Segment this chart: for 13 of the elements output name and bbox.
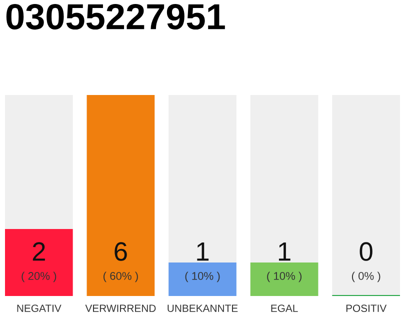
x-tick-label: VERWIRREND (85, 304, 156, 312)
data-label: 6 ( 60% ) (103, 242, 138, 282)
x-tick-label: NEGATIV (17, 304, 62, 312)
x-tick-label: POSITIV (346, 304, 387, 312)
bar (250, 262, 318, 296)
x-tick-label: EGAL (271, 304, 298, 312)
data-label: 2 ( 20% ) (22, 242, 56, 282)
data-label: 0 ( 0% ) (352, 242, 380, 282)
data-label: 1 ( 10% ) (267, 242, 302, 282)
chart-title: 03055227951 (6, 4, 225, 30)
x-tick-label: UNBEKANNTE (168, 304, 238, 312)
data-label: 1 ( 10% ) (185, 242, 220, 282)
bar (168, 262, 236, 296)
